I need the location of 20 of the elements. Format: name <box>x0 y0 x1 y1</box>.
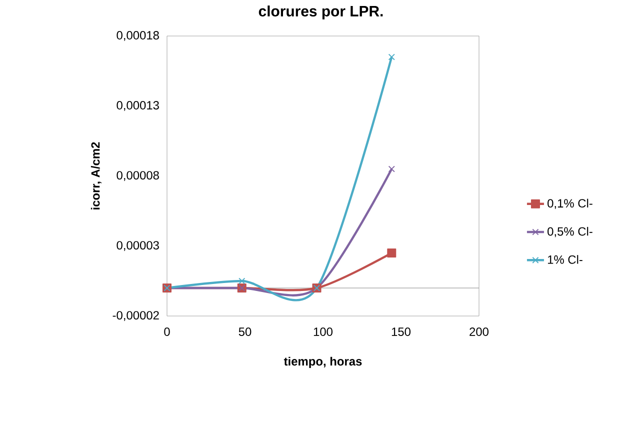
legend-label: 0,1% Cl- <box>548 198 592 209</box>
x-axis-title: tiempo, horas <box>284 356 362 368</box>
x-tick-label: 100 <box>314 328 333 336</box>
x-tick-label: 50 <box>238 328 252 336</box>
legend-label: 0,5% Cl- <box>548 226 592 238</box>
y-tick-label: 0,00003 <box>116 241 159 251</box>
y-tick-label: 0,00013 <box>116 101 159 111</box>
x-tick-label: 200 <box>470 328 489 336</box>
y-tick-label: 0,00008 <box>116 171 159 181</box>
chart-title: clorures por LPR. <box>258 6 383 20</box>
x-tick-label: 150 <box>392 328 411 336</box>
point <box>388 54 395 60</box>
point <box>388 166 395 172</box>
y-axis-title: icorr, A/cm2 <box>90 142 102 210</box>
x-tick-label: 0 <box>164 328 170 336</box>
legend-label: 1% Cl- <box>548 255 582 264</box>
point <box>238 278 246 284</box>
y-tick-label: -0,00002 <box>112 311 159 321</box>
point <box>387 248 396 258</box>
y-tick-label: 0,00018 <box>116 31 159 41</box>
